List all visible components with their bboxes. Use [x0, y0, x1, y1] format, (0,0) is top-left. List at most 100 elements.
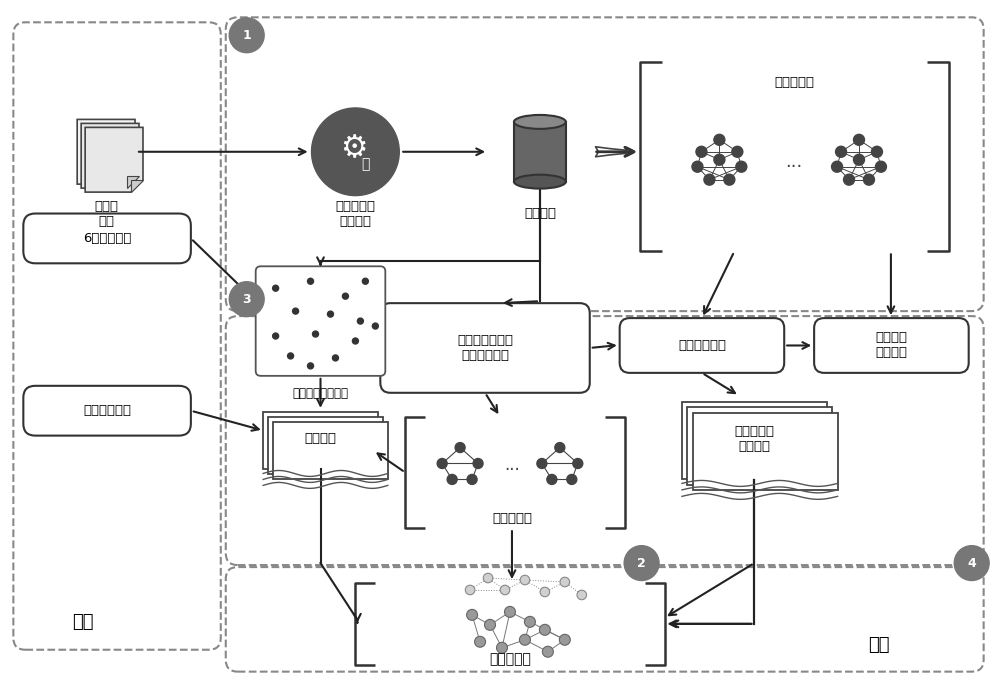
Text: 切片属性图: 切片属性图 [489, 652, 531, 667]
Circle shape [465, 585, 475, 595]
Circle shape [555, 443, 565, 453]
Text: ⚙: ⚙ [340, 134, 367, 163]
Circle shape [836, 146, 847, 157]
Circle shape [520, 575, 530, 585]
Text: 6种切片准则: 6种切片准则 [83, 232, 131, 245]
Circle shape [854, 134, 864, 145]
Text: 程序切片技术: 程序切片技术 [83, 405, 131, 417]
Circle shape [559, 634, 570, 646]
Circle shape [357, 318, 363, 324]
Text: 图数据库: 图数据库 [524, 207, 556, 220]
Text: 4: 4 [967, 556, 976, 569]
Circle shape [500, 585, 510, 595]
Circle shape [844, 174, 855, 185]
Text: 切片结果: 切片结果 [305, 432, 337, 445]
Polygon shape [77, 119, 135, 184]
Polygon shape [131, 180, 143, 192]
Circle shape [475, 636, 486, 647]
Circle shape [447, 475, 457, 484]
Text: 3: 3 [242, 293, 251, 306]
Circle shape [467, 475, 477, 484]
Text: 2: 2 [637, 556, 646, 569]
Circle shape [724, 174, 735, 185]
Polygon shape [123, 172, 135, 184]
FancyBboxPatch shape [620, 318, 784, 373]
Circle shape [497, 642, 507, 653]
Ellipse shape [514, 175, 566, 189]
FancyBboxPatch shape [23, 386, 191, 436]
FancyBboxPatch shape [687, 407, 832, 485]
Circle shape [313, 331, 319, 337]
Circle shape [288, 353, 294, 359]
Circle shape [519, 634, 530, 646]
FancyBboxPatch shape [380, 303, 590, 393]
Circle shape [273, 333, 279, 339]
Text: ...: ... [786, 153, 803, 171]
Text: 源代码
文件: 源代码 文件 [94, 200, 118, 227]
FancyBboxPatch shape [273, 422, 388, 479]
Circle shape [954, 545, 989, 580]
FancyBboxPatch shape [256, 266, 385, 376]
Circle shape [732, 146, 743, 157]
Text: 🔧: 🔧 [361, 157, 370, 171]
Text: 输出: 输出 [868, 636, 890, 654]
Circle shape [308, 279, 314, 284]
Circle shape [362, 279, 368, 284]
Circle shape [704, 174, 715, 185]
Circle shape [352, 338, 358, 344]
Circle shape [327, 311, 333, 317]
Circle shape [455, 443, 465, 453]
Circle shape [714, 134, 725, 145]
FancyBboxPatch shape [693, 413, 838, 490]
Circle shape [542, 646, 553, 657]
Text: 提取依赖信息: 提取依赖信息 [678, 339, 726, 352]
Circle shape [577, 590, 587, 600]
Circle shape [483, 573, 493, 583]
Text: 分析数据依赖和
控制依赖关系: 分析数据依赖和 控制依赖关系 [457, 334, 513, 362]
Circle shape [312, 108, 399, 195]
Circle shape [437, 458, 447, 469]
Circle shape [854, 155, 864, 165]
Text: 代码属性图
生成工具: 代码属性图 生成工具 [335, 200, 375, 227]
Circle shape [537, 458, 547, 469]
Circle shape [229, 18, 264, 52]
Circle shape [273, 285, 279, 291]
Circle shape [293, 308, 299, 314]
FancyBboxPatch shape [23, 214, 191, 264]
Text: 切片属性图
结构信息: 切片属性图 结构信息 [734, 424, 774, 453]
FancyBboxPatch shape [682, 402, 827, 479]
Text: 1: 1 [242, 29, 251, 42]
Circle shape [547, 475, 557, 484]
Circle shape [539, 624, 550, 635]
Text: ...: ... [504, 456, 520, 475]
Circle shape [567, 475, 577, 484]
Circle shape [624, 545, 659, 580]
Polygon shape [127, 176, 139, 188]
Circle shape [485, 619, 496, 631]
Circle shape [473, 458, 483, 469]
Circle shape [871, 146, 882, 157]
Circle shape [692, 161, 703, 172]
FancyBboxPatch shape [268, 417, 383, 475]
Circle shape [342, 294, 348, 299]
Circle shape [714, 155, 725, 165]
Text: 输入: 输入 [72, 613, 94, 631]
Circle shape [560, 577, 570, 587]
Ellipse shape [514, 115, 566, 129]
Circle shape [540, 587, 550, 597]
Text: 分析函数
依赖关系: 分析函数 依赖关系 [875, 332, 907, 360]
Circle shape [736, 161, 747, 172]
Circle shape [696, 146, 707, 157]
Circle shape [229, 282, 264, 317]
FancyBboxPatch shape [263, 412, 378, 469]
Circle shape [308, 363, 314, 369]
Circle shape [875, 161, 886, 172]
Circle shape [832, 161, 843, 172]
Circle shape [332, 355, 338, 361]
Circle shape [573, 458, 583, 469]
Circle shape [467, 609, 478, 620]
FancyBboxPatch shape [814, 318, 969, 373]
Circle shape [372, 323, 378, 329]
Polygon shape [85, 127, 143, 192]
Text: 漏洞候选关键节点: 漏洞候选关键节点 [293, 387, 349, 400]
